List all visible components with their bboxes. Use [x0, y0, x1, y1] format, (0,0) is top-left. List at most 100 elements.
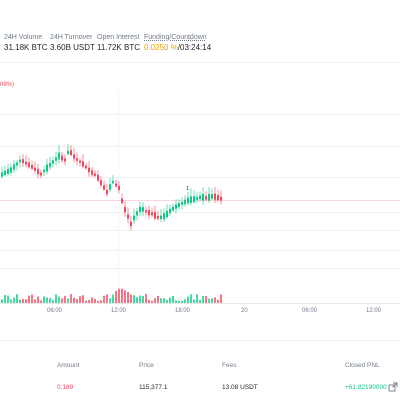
candle-body	[157, 215, 159, 219]
volume-bar	[205, 296, 207, 303]
volume-bar	[37, 296, 39, 303]
candle-body	[22, 159, 24, 164]
volume-bar	[25, 299, 27, 303]
volume-bar	[58, 296, 60, 303]
row-amount: 0.189	[57, 384, 74, 391]
stat-24h-turnover-value: 3.60B USDT	[50, 43, 95, 52]
stat-open-interest-label: Open Interest	[97, 34, 140, 41]
stat-funding-value: 0.0250 %/03:24:14	[144, 43, 211, 52]
candle-body	[139, 206, 141, 212]
candle-body	[217, 195, 219, 201]
col-header-amount: Amount	[57, 362, 80, 369]
candle-body	[178, 202, 180, 208]
last-price-marker: 1	[186, 186, 189, 192]
volume-bar	[130, 294, 132, 303]
candle-body	[151, 212, 153, 216]
candle-body	[172, 206, 174, 211]
stat-24h-volume-label: 24H Volume	[4, 34, 43, 41]
stat-open-interest-value: 11.72K BTC	[97, 43, 140, 52]
volume-bar	[64, 295, 66, 303]
volume-bar	[148, 299, 150, 303]
candle-body	[193, 196, 195, 203]
candle-body	[1, 172, 3, 177]
candle-body	[70, 150, 72, 156]
stat-funding-label[interactable]: Funding/Countdown	[144, 34, 207, 41]
candle-body	[94, 173, 96, 176]
volume-bar	[169, 297, 171, 303]
volume-bar	[106, 294, 108, 303]
volume-bar	[178, 300, 180, 303]
candle-body	[136, 211, 138, 216]
candle-body	[202, 194, 204, 201]
candle-body	[121, 198, 123, 204]
candle-body	[154, 211, 156, 219]
volume-bar	[82, 295, 84, 303]
candle-body	[4, 170, 6, 176]
candle-body	[196, 196, 198, 200]
candlestick-chart[interactable]: 1 06:00 12:00 18:00 20 06:00 12:00	[0, 88, 400, 320]
volume-bar	[154, 298, 156, 303]
candle-body	[13, 164, 15, 170]
funding-rate: 0.0250 %	[144, 43, 178, 52]
volume-bar	[160, 298, 162, 303]
candle-body	[160, 215, 162, 220]
volume-bar	[121, 288, 123, 303]
candle-body	[37, 169, 39, 175]
time-label: 20	[241, 308, 248, 314]
volume-bar	[49, 297, 51, 303]
volume-bar	[118, 288, 120, 303]
volume-bar	[196, 294, 198, 303]
row-fees: 13.08 USDT	[222, 384, 258, 391]
row-price: 115,377.1	[139, 384, 168, 391]
col-header-fees: Fees	[222, 362, 237, 369]
candle-body	[103, 185, 105, 190]
volume-bar	[124, 290, 126, 303]
share-icon[interactable]	[388, 382, 398, 392]
time-label: 12:00	[366, 308, 382, 314]
candle-body	[148, 210, 150, 216]
candle-body	[124, 206, 126, 213]
candle-body	[91, 170, 93, 175]
volume-bar	[115, 290, 117, 303]
volume-bar	[94, 298, 96, 303]
volume-bar	[211, 298, 213, 303]
trades-table-header: Amount Price Fees Closed PNL	[0, 362, 400, 374]
candle-body	[52, 160, 54, 164]
volume-bar	[4, 294, 6, 303]
candle-body	[25, 161, 27, 165]
candle-body	[163, 213, 165, 220]
candle-body	[79, 160, 81, 163]
volume-bar	[190, 294, 192, 303]
volume-bar	[1, 299, 3, 303]
volume-bar	[172, 295, 174, 303]
volume-bar	[166, 299, 168, 303]
volume-bar	[157, 295, 159, 303]
volume-bar	[97, 300, 99, 303]
volume-bar	[43, 296, 45, 303]
market-stats-bar: 24H Volume 31.18K BTC 24H Turnover 3.60B…	[0, 0, 400, 54]
volume-bar	[127, 292, 129, 303]
candle-body	[82, 161, 84, 167]
volume-bar	[46, 297, 48, 303]
candle-body	[130, 221, 132, 227]
stat-24h-volume-value: 31.18K BTC	[4, 43, 48, 52]
time-label: 18:00	[175, 308, 191, 314]
volume-bar	[52, 300, 54, 303]
volume-bar	[139, 295, 141, 303]
row-closed-pnl: +61.82190000	[345, 384, 387, 391]
candle-body	[106, 189, 108, 195]
candle-body	[127, 214, 129, 219]
volume-bar	[133, 295, 135, 303]
volume-bar	[100, 300, 102, 303]
candle-body	[55, 157, 57, 161]
volume-bar	[28, 295, 30, 303]
candle-body	[34, 167, 36, 171]
candle-body	[7, 169, 9, 174]
candle-body	[61, 155, 63, 161]
candle-body	[40, 172, 42, 176]
table-row[interactable]: 0.189 115,377.1 13.08 USDT +61.82190000	[0, 384, 400, 396]
volume-bar	[31, 294, 33, 303]
volume-bar	[79, 296, 81, 303]
volume-bar	[193, 299, 195, 303]
stat-24h-turnover-label: 24H Turnover	[50, 34, 93, 41]
